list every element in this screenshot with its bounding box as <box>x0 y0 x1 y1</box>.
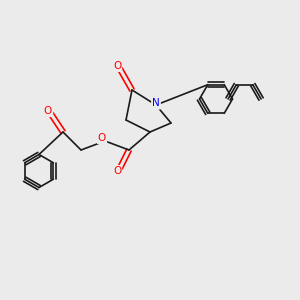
Text: O: O <box>113 61 121 71</box>
Text: O: O <box>98 133 106 143</box>
Text: N: N <box>152 98 160 109</box>
Text: O: O <box>44 106 52 116</box>
Text: O: O <box>113 166 121 176</box>
